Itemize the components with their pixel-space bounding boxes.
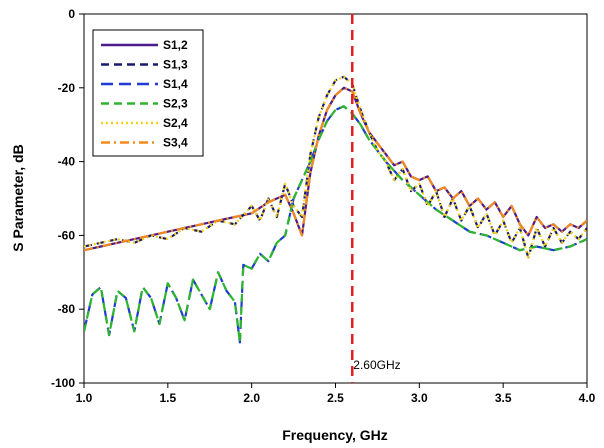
y-tick-label: -40 xyxy=(58,155,76,169)
y-axis-label: S Parameter, dB xyxy=(10,144,26,251)
x-tick-label: 1.5 xyxy=(159,391,176,405)
legend-label: S3,4 xyxy=(163,136,188,150)
x-tick-label: 3.0 xyxy=(411,391,428,405)
legend-label: S2,4 xyxy=(163,116,188,130)
x-axis-ticks: 1.0 1.5 2.0 2.5 3.0 3.5 4.0 xyxy=(76,383,596,405)
x-axis-label: Frequency, GHz xyxy=(282,427,388,443)
frequency-marker-label: 2.60GHz xyxy=(353,358,400,372)
y-tick-label: -100 xyxy=(51,376,75,390)
legend-label: S1,2 xyxy=(163,38,188,52)
legend-label: S2,3 xyxy=(163,97,188,111)
y-tick-label: -20 xyxy=(58,81,76,95)
series-layer xyxy=(84,75,587,344)
legend-label: S1,4 xyxy=(163,77,188,91)
x-tick-label: 1.0 xyxy=(76,391,93,405)
y-axis-ticks: 0 -20 -40 -60 -80 -100 xyxy=(51,7,84,390)
legend-label: S1,3 xyxy=(163,58,188,72)
series-line-s2-3 xyxy=(84,105,587,344)
y-tick-label: 0 xyxy=(68,7,75,21)
y-tick-label: -60 xyxy=(58,228,76,242)
legend: S1,2 S1,3 S1,4 S2,3 S2,4 S3,4 xyxy=(92,29,204,157)
x-tick-label: 4.0 xyxy=(579,391,596,405)
legend-box xyxy=(92,29,204,157)
y-tick-label: -80 xyxy=(58,302,76,316)
x-tick-label: 2.5 xyxy=(327,391,344,405)
series-line-s3-4 xyxy=(84,86,587,252)
series-line-s2-4 xyxy=(84,75,587,259)
x-tick-label: 2.0 xyxy=(243,391,260,405)
x-tick-label: 3.5 xyxy=(495,391,512,405)
